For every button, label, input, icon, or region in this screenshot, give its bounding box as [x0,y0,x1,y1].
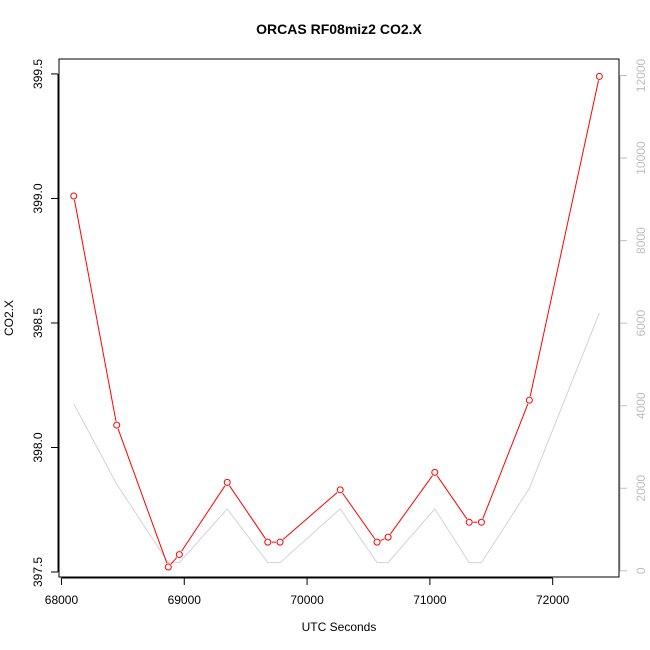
y2-tick-label: 2000 [634,475,648,502]
data-point [276,538,284,546]
y2-tick-label: 12000 [634,59,648,93]
y2-tick-label: 10000 [634,141,648,175]
data-point [477,518,485,526]
x-tick-label: 71000 [413,593,447,607]
primary-series-segment [181,485,226,552]
x-tick-label: 68000 [45,593,79,607]
y-tick-label: 399.5 [31,59,45,89]
primary-series-segment [229,485,266,540]
data-point [175,551,183,559]
x-tick-label: 70000 [290,593,324,607]
primary-series-segment [529,80,599,397]
y2-tick-label: 4000 [634,392,648,419]
data-point [164,563,172,571]
primary-series-segment [482,403,529,519]
y-axis: 397.5 398.0 398.5 399.0 399.5 [31,59,59,587]
data-point [223,478,231,486]
primary-series-segment [73,199,117,422]
plot-frame [58,58,620,578]
x-tick-label: 72000 [536,593,570,607]
data-point [384,533,392,541]
data-point [373,538,381,546]
data-point [113,421,121,429]
data-point [336,486,344,494]
y-tick-label: 398.5 [31,308,45,338]
y2-tick-label: 8000 [634,227,648,254]
x-axis: 68000 69000 70000 71000 72000 [45,577,570,607]
y-tick-label: 398.0 [31,432,45,462]
y-tick-label: 397.5 [31,557,45,587]
primary-series-segment [170,557,178,565]
x-tick-label: 69000 [168,593,202,607]
y2-tick-label: 6000 [634,309,648,336]
y-axis-label: CO2.X [2,300,16,336]
y2-tick-label: 0 [634,567,648,574]
primary-series-segment [380,538,385,541]
data-point [465,518,473,526]
primary-series-segment [390,475,433,535]
x-axis-label: UTC Seconds [302,620,377,634]
chart-title: ORCAS RF08miz2 CO2.X [256,21,422,37]
primary-series-segment [117,428,168,564]
data-point [264,538,272,546]
data-point [525,396,533,404]
data-point [431,468,439,476]
y-tick-label: 399.0 [31,183,45,213]
data-point [595,72,603,80]
data-point [70,192,78,200]
secondary-y-axis: 0 2000 4000 6000 8000 10000 12000 [619,59,648,574]
primary-series-segment [282,492,338,540]
series-layer [70,72,603,571]
primary-series-segment [342,492,376,540]
primary-series-segment [436,475,468,520]
